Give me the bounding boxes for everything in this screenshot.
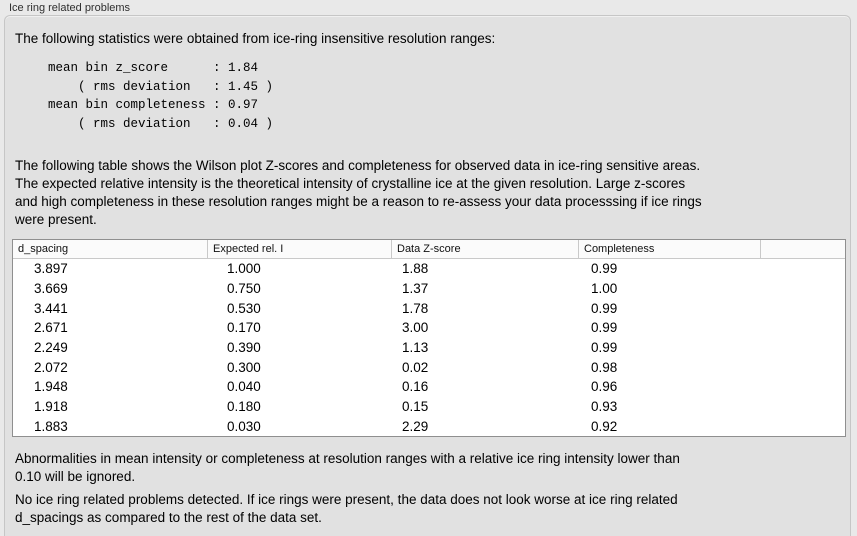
table-row[interactable]: 1.918 0.180 0.15 0.93 [13,397,845,417]
ignore-note-line: Abnormalities in mean intensity or compl… [15,451,680,466]
table-cell: 0.390 [227,340,261,356]
table-row[interactable]: 3.897 1.000 1.88 0.99 [13,259,845,279]
stat-mean-bin-completeness: mean bin completeness : 0.97 [48,98,259,112]
stat-mean-bin-z-score: mean bin z_score : 1.84 [48,61,259,75]
table-cell: 1.918 [34,399,68,415]
table-row[interactable]: 1.883 0.030 2.29 0.92 [13,416,845,436]
table-cell: 1.948 [34,379,68,395]
table-cell: 0.170 [227,320,261,336]
table-header-row: d_spacing Expected rel. I Data Z-score C… [13,240,845,259]
column-header-completeness[interactable]: Completeness [578,240,760,258]
table-cell: 0.92 [591,418,618,434]
table-cell: 0.750 [227,281,261,296]
table-body: 3.897 1.000 1.88 0.99 3.669 0.750 1.37 1.00 3.44… [13,259,845,436]
table-cell: 3.00 [402,320,429,336]
column-header-empty[interactable] [760,240,845,258]
conclusion-note: No ice ring related problems detected. I… [15,491,678,527]
table-cell: 0.02 [402,359,429,375]
table-row[interactable]: 3.669 0.750 1.37 1.00 [13,279,845,299]
column-header-d-spacing[interactable]: d_spacing [18,243,69,255]
table-cell: 3.441 [34,300,68,316]
column-header-expected-rel-i[interactable]: Expected rel. I [207,240,391,258]
table-cell: 0.99 [591,261,618,277]
column-header-data-z-score[interactable]: Data Z-score [391,240,578,258]
panel-title: Ice ring related problems [9,2,131,14]
conclusion-note-line: d_spacings as compared to the rest of th… [15,510,322,525]
table-cell: 1.883 [34,418,68,434]
table-row[interactable]: 3.441 0.530 1.78 0.99 [13,298,845,318]
table-cell: 2.249 [34,340,68,356]
table-cell: 1.00 [591,281,618,296]
table-description-line: The expected relative intensity is the t… [15,176,686,191]
ice-ring-table: d_spacing Expected rel. I Data Z-score C… [12,239,846,437]
table-cell: 0.040 [227,379,261,395]
table-row[interactable]: 2.249 0.390 1.13 0.99 [13,338,845,358]
table-cell: 0.98 [591,359,618,375]
table-cell: 0.300 [227,359,261,375]
ignore-note: Abnormalities in mean intensity or compl… [15,450,680,486]
table-cell: 2.671 [34,320,68,336]
table-cell: 1.88 [402,261,429,277]
table-cell: 1.000 [227,261,261,277]
stats-block: mean bin z_score : 1.84 ( rms deviation … [48,59,273,133]
table-cell: 0.030 [227,418,261,434]
stats-intro: The following statistics were obtained f… [15,30,495,48]
table-cell: 0.180 [227,399,261,415]
table-cell: 3.897 [34,261,68,277]
table-cell: 0.93 [591,399,618,415]
table-cell: 0.99 [591,340,618,356]
table-cell: 0.15 [402,399,429,415]
table-cell: 1.78 [402,300,429,316]
table-cell: 3.669 [34,281,68,296]
table-cell: 2.29 [402,418,429,434]
table-row[interactable]: 2.072 0.300 0.02 0.98 [13,357,845,377]
table-row[interactable]: 2.671 0.170 3.00 0.99 [13,318,845,338]
ignore-note-line: 0.10 will be ignored. [15,469,136,484]
table-description-line: The following table shows the Wilson plo… [15,158,701,173]
table-description: The following table shows the Wilson plo… [15,157,702,229]
stats-intro-text: The following statistics were obtained f… [15,31,496,46]
table-cell: 0.99 [591,300,618,316]
table-cell: 2.072 [34,359,68,375]
table-cell: 0.96 [591,379,618,395]
table-description-line: and high completeness in these resolutio… [15,194,702,209]
table-row[interactable]: 1.948 0.040 0.16 0.96 [13,377,845,397]
table-description-line: were present. [15,212,97,227]
ice-ring-groupbox: The following statistics were obtained f… [4,15,851,536]
conclusion-note-line: No ice ring related problems detected. I… [15,492,678,507]
table-cell: 0.530 [227,300,261,316]
table-cell: 1.13 [402,340,429,356]
table-cell: 0.16 [402,379,429,395]
stat-rms-deviation-completeness: ( rms deviation : 0.04 ) [48,116,274,131]
table-cell: 0.99 [591,320,618,336]
table-cell: 1.37 [402,281,429,296]
stat-rms-deviation-z: ( rms deviation : 1.45 ) [48,79,274,94]
